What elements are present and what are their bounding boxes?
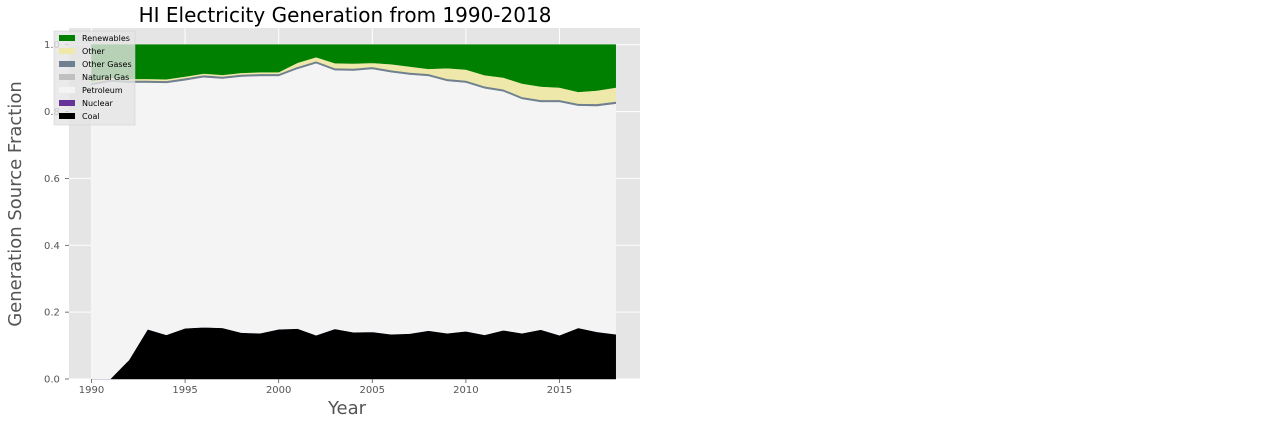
x-axis-label: Year — [327, 398, 367, 419]
legend: Renewables Other Other Gases Natural Gas Pet… — [53, 30, 136, 126]
legend-swatch-natural-gas — [59, 74, 75, 80]
legend-swatch-other-gases — [59, 61, 75, 67]
legend-box — [53, 30, 136, 126]
legend-swatch-other — [59, 48, 75, 54]
legend-swatch-renewables — [59, 35, 75, 41]
axis-ticks: 1990 1995 2000 2005 2010 2015 0.0 0.2 0.4 0.6 0.8 1… — [44, 40, 572, 396]
legend-label-coal: Coal — [82, 112, 100, 121]
y-tick-label: 0.0 — [44, 375, 60, 386]
legend-swatch-coal — [59, 113, 75, 119]
stacked-areas — [91, 44, 616, 380]
area-coal — [91, 326, 616, 380]
area-renewables — [91, 44, 616, 93]
y-axis-label: Generation Source Fraction — [5, 81, 26, 327]
y-tick-label: 0.4 — [44, 241, 60, 252]
chart-title: HI Electricity Generation from 1990-2018 — [139, 3, 552, 27]
y-tick-label: 0.8 — [44, 107, 60, 118]
legend-label-natural-gas: Natural Gas — [82, 73, 129, 82]
legend-swatch-nuclear — [59, 100, 75, 106]
y-tick-label: 0.6 — [44, 174, 60, 185]
legend-label-other-gases: Other Gases — [82, 60, 132, 69]
legend-label-renewables: Renewables — [82, 34, 130, 43]
legend-swatch-petroleum — [59, 87, 75, 93]
x-tick-label: 1995 — [172, 385, 197, 396]
legend-label-other: Other — [82, 47, 105, 56]
y-tick-label: 0.2 — [44, 308, 60, 319]
x-tick-label: 2000 — [266, 385, 291, 396]
x-tick-label: 2005 — [360, 385, 385, 396]
x-tick-label: 2010 — [453, 385, 478, 396]
x-tick-label: 2015 — [547, 385, 572, 396]
legend-label-nuclear: Nuclear — [82, 99, 114, 108]
legend-label-petroleum: Petroleum — [82, 86, 123, 95]
y-tick-label: 1.0 — [44, 40, 60, 51]
x-tick-label: 1990 — [79, 385, 104, 396]
